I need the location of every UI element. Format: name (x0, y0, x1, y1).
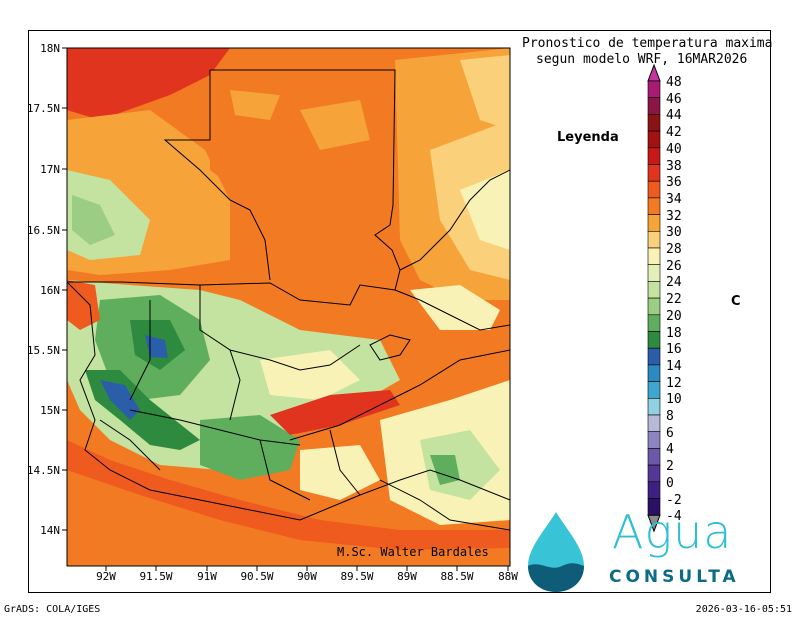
colorbar-level-label: 16 (666, 342, 682, 358)
lon-label: 90.5W (240, 570, 274, 583)
lon-label: 88.5W (440, 570, 474, 583)
colorbar-level-label: 32 (666, 208, 682, 224)
footer-timestamp: 2026-03-16-05:51 (695, 604, 792, 615)
colorbar-level-label: 36 (666, 175, 682, 191)
colorbar-swatch (647, 347, 661, 366)
colorbar-swatch (647, 247, 661, 266)
lat-label: 15.5N (26, 344, 60, 357)
colorbar-level-label: 42 (666, 125, 682, 141)
colorbar-swatch (647, 448, 661, 466)
lon-label: 91.5W (139, 570, 173, 583)
colorbar-swatch (647, 381, 661, 399)
colorbar-swatch (647, 297, 661, 316)
colorbar-bottom-arrow (647, 514, 661, 533)
lat-label: 17.5N (26, 102, 60, 115)
colorbar-swatch (647, 197, 661, 215)
colorbar-swatch (647, 414, 661, 433)
colorbar-level-label: 40 (666, 141, 682, 157)
colorbar-level-label: 10 (666, 392, 682, 408)
temperature-field (67, 48, 510, 566)
logo-word-consulta: CONSULTA (609, 567, 740, 587)
lat-label: 14N (40, 524, 60, 537)
author-credit: M.Sc. Walter Bardales (337, 545, 489, 559)
color-bar (647, 63, 661, 533)
colorbar-level-label: 26 (666, 258, 682, 274)
colorbar-swatch (647, 264, 661, 282)
lon-label: 89.5W (340, 570, 374, 583)
logo-word-agua: Agua (612, 505, 733, 559)
legend-unit: C (731, 294, 741, 309)
country-borders (66, 69, 511, 531)
colorbar-level-label: 2 (666, 459, 674, 475)
colorbar-swatch (647, 281, 661, 299)
colorbar-level-label: 18 (666, 325, 682, 341)
colorbar-level-label: 14 (666, 358, 682, 374)
colorbar-top-arrow (647, 63, 661, 82)
plot-area-border (66, 47, 511, 567)
lon-label: 90W (297, 570, 317, 583)
chart-title-line2: segun modelo WRF, 16MAR2026 (536, 52, 748, 67)
colorbar-level-label: 28 (666, 242, 682, 257)
colorbar-swatch (647, 164, 661, 182)
colorbar-swatch (647, 397, 661, 416)
colorbar-level-label: 12 (666, 375, 682, 391)
legend-title: Leyenda (557, 130, 619, 145)
colorbar-swatch (647, 180, 661, 199)
agua-consulta-logo (528, 512, 584, 592)
axis-ticks (62, 47, 509, 571)
colorbar-swatch (647, 130, 661, 149)
colorbar-swatch (647, 481, 661, 499)
colorbar-swatch (647, 431, 661, 449)
colorbar-swatch (647, 214, 661, 232)
colorbar-level-label: 38 (666, 158, 682, 174)
footer-software: GrADS: COLA/IGES (4, 604, 101, 615)
colorbar-swatch (647, 364, 661, 382)
chart-title-line1: Pronostico de temperatura maxima (522, 36, 773, 51)
lon-label: 91W (197, 570, 217, 583)
colorbar-level-label: 34 (666, 191, 682, 207)
lon-label: 88W (498, 570, 518, 583)
wave-icon (528, 563, 584, 592)
plot-frame (28, 30, 771, 593)
colorbar-level-label: 6 (666, 425, 674, 441)
colorbar-level-label: 46 (666, 91, 682, 107)
colorbar-level-label: 24 (666, 275, 682, 291)
lat-label: 18N (40, 42, 60, 55)
lat-label: 16N (40, 284, 60, 297)
colorbar-swatch (647, 231, 661, 249)
colorbar-swatch (647, 97, 661, 115)
colorbar-swatch (647, 314, 661, 332)
lat-label: 16.5N (26, 224, 60, 237)
colorbar-level-label: 20 (666, 308, 682, 324)
colorbar-level-label: 30 (666, 225, 682, 241)
colorbar-level-label: 8 (666, 409, 674, 424)
colorbar-level-label: -2 (666, 492, 682, 508)
lat-label: 14.5N (26, 464, 60, 477)
colorbar-swatch (647, 114, 661, 132)
colorbar-swatch (647, 80, 661, 99)
lat-label: 15N (40, 404, 60, 417)
colorbar-level-label: 4 (666, 442, 674, 458)
colorbar-level-label: -4 (666, 509, 682, 525)
colorbar-swatch (647, 331, 661, 349)
colorbar-level-label: 22 (666, 292, 682, 308)
colorbar-level-label: 48 (666, 75, 682, 90)
lat-label: 17N (40, 163, 60, 176)
colorbar-level-label: 0 (666, 475, 674, 491)
colorbar-level-label: 44 (666, 108, 682, 124)
colorbar-swatch (647, 147, 661, 165)
lon-label: 92W (96, 570, 116, 583)
lon-label: 89W (397, 570, 417, 583)
colorbar-swatch (647, 464, 661, 483)
